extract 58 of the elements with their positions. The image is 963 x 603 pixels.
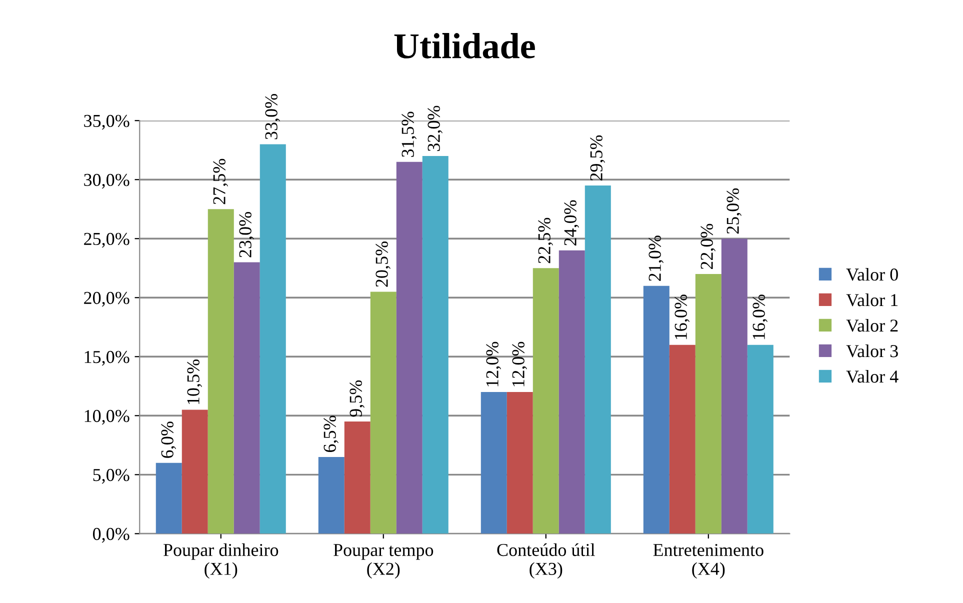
bar	[234, 262, 260, 534]
data-label: 23,0%	[239, 212, 254, 258]
y-tick-label: 0,0%	[92, 528, 130, 543]
y-tick-label: 30,0%	[84, 174, 130, 189]
bar	[532, 268, 559, 534]
data-label: 16,0%	[752, 294, 768, 340]
data-label: 21,0%	[648, 236, 664, 281]
data-label: 32,0%	[428, 106, 443, 151]
bar	[318, 456, 344, 534]
legend-label: Valor 1	[846, 293, 898, 306]
data-label: 9,5%	[350, 380, 365, 417]
bar	[558, 250, 585, 534]
data-label: 29,5%	[590, 135, 606, 181]
bar	[208, 209, 234, 534]
bar	[643, 286, 670, 534]
data-label: 22,0%	[700, 224, 716, 270]
legend-label: Valor 2	[846, 318, 898, 332]
y-tick-label: 35,0%	[84, 114, 130, 130]
data-label: 16,0%	[674, 294, 690, 340]
data-label: 27,5%	[213, 158, 228, 204]
legend-label: Valor 4	[846, 370, 898, 383]
data-label: 6,5%	[324, 416, 339, 452]
x-tick-label: Poupar tempo (X2)	[334, 544, 434, 579]
data-label: 25,0%	[726, 188, 742, 234]
data-label: 24,0%	[564, 200, 580, 246]
bar	[584, 186, 611, 534]
bar	[506, 392, 533, 534]
bar	[747, 344, 774, 534]
chart-title: Utilidade	[394, 33, 535, 58]
x-tick-label: Conteúdo útil (X3)	[497, 543, 595, 579]
y-tick-label: 5,0%	[93, 468, 130, 484]
bar	[422, 156, 448, 534]
bar	[669, 344, 696, 534]
data-label: 31,5%	[402, 112, 417, 157]
data-label: 12,0%	[512, 342, 528, 386]
y-tick-label: 25,0%	[84, 232, 130, 248]
bar	[396, 162, 422, 534]
y-tick-label: 15,0%	[84, 350, 130, 366]
bar	[182, 410, 208, 534]
bar	[695, 274, 722, 534]
bar	[480, 392, 507, 534]
data-label: 6,0%	[161, 422, 176, 458]
bar	[370, 292, 396, 534]
legend-label: Valor 0	[846, 268, 898, 281]
x-tick-label: Poupar dinheiro (X1)	[163, 543, 278, 579]
bar	[260, 144, 286, 534]
data-label: 20,5%	[376, 242, 391, 287]
bar	[721, 238, 748, 534]
y-tick-label: 10,0%	[84, 410, 130, 425]
y-tick-label: 20,0%	[84, 292, 130, 307]
data-label: 33,0%	[265, 94, 280, 140]
data-label: 22,5%	[538, 218, 554, 264]
data-label: 10,5%	[187, 360, 202, 404]
bar	[344, 422, 370, 534]
bar	[156, 462, 182, 534]
x-tick-label: Entretenimento (X4)	[653, 544, 764, 579]
data-label: 12,0%	[486, 342, 502, 386]
legend-label: Valor 3	[846, 344, 898, 358]
